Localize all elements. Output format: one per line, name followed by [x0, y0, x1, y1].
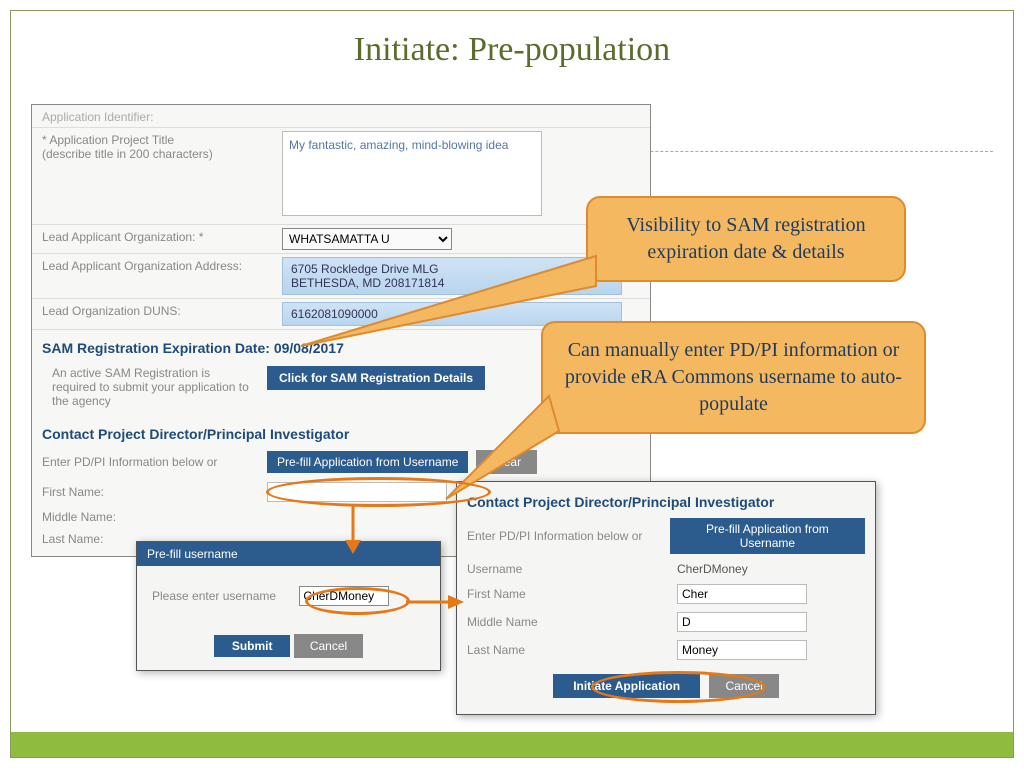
res-first-input[interactable] — [677, 584, 807, 604]
res-middle-input[interactable] — [677, 612, 807, 632]
cancel-button[interactable]: Cancel — [294, 634, 363, 658]
res-middle-label: Middle Name — [467, 615, 677, 629]
highlight-oval-username — [305, 587, 410, 615]
res-first-label: First Name — [467, 587, 677, 601]
highlight-oval-initiate — [591, 671, 766, 703]
app-id-label: Application Identifier: — [42, 108, 282, 124]
res-last-label: Last Name — [467, 643, 677, 657]
duns-label: Lead Organization DUNS: — [42, 302, 282, 318]
arrow-right — [406, 593, 466, 613]
res-user-value: CherDMoney — [677, 562, 865, 576]
highlight-oval-prefill — [266, 477, 491, 507]
prefill-button[interactable]: Pre-fill Application from Username — [267, 451, 468, 473]
dialog-header: Pre-fill username — [137, 542, 440, 566]
callout-tail-1 — [296, 221, 601, 351]
footer-strip — [11, 732, 1013, 757]
middle-name-label: Middle Name: — [42, 510, 267, 524]
pi-result-enter: Enter PD/PI Information below or — [467, 529, 670, 543]
proj-title-input[interactable]: My fantastic, amazing, mind-blowing idea — [282, 131, 542, 216]
lead-addr-label: Lead Applicant Organization Address: — [42, 257, 282, 273]
pi-result-prefill-button[interactable]: Pre-fill Application from Username — [670, 518, 865, 554]
first-name-label: First Name: — [42, 485, 267, 499]
lead-org-label: Lead Applicant Organization: * — [42, 228, 282, 244]
sam-note: An active SAM Registration is required t… — [52, 366, 252, 408]
slide-container: Initiate: Pre-population Application Ide… — [10, 10, 1014, 758]
proj-title-label: * Application Project Title (describe ti… — [42, 131, 282, 161]
callout-sam: Visibility to SAM registration expiratio… — [586, 196, 906, 282]
res-user-label: Username — [467, 562, 677, 576]
slide-title: Initiate: Pre-population — [11, 11, 1013, 79]
pi-enter-label: Enter PD/PI Information below or — [42, 455, 267, 469]
res-last-input[interactable] — [677, 640, 807, 660]
arrow-down — [341, 506, 371, 556]
submit-button[interactable]: Submit — [214, 635, 291, 657]
username-prompt: Please enter username — [152, 589, 276, 603]
